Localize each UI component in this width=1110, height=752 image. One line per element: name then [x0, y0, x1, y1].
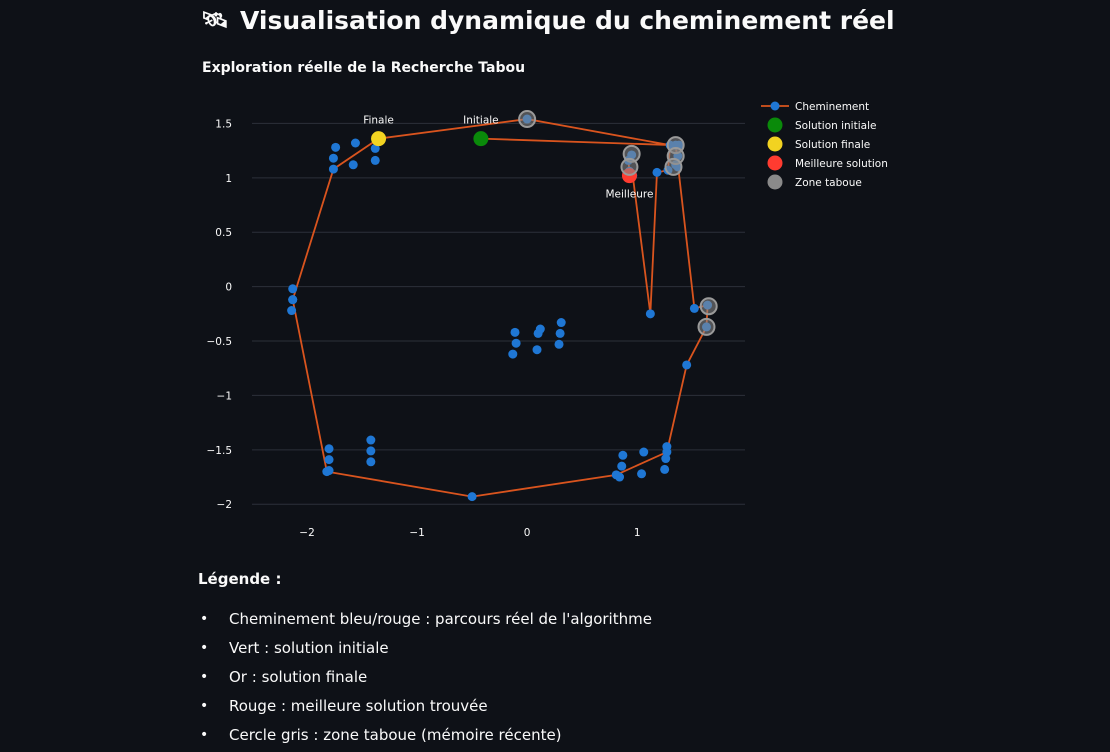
path-point — [555, 328, 565, 338]
legend-item: • Vert : solution initiale — [200, 638, 389, 657]
tabu-point — [664, 157, 683, 176]
path-point — [660, 464, 670, 474]
path-point — [467, 492, 477, 502]
legend-item: • Cercle gris : zone taboue (mémoire réce… — [200, 725, 562, 744]
final-solution-point — [371, 131, 387, 147]
page-title-text: Visualisation dynamique du cheminement r… — [240, 5, 895, 35]
y-tick-label: −2 — [217, 499, 232, 511]
path-point — [639, 447, 649, 457]
path-point — [331, 142, 341, 152]
y-tick-label: 1 — [225, 173, 232, 185]
y-tick-label: 1.5 — [215, 118, 232, 130]
path-point — [288, 295, 298, 305]
legend-entry-label: Solution finale — [795, 139, 870, 151]
x-tick-label: 0 — [524, 527, 531, 539]
satellite-icon: 🛰 — [201, 7, 229, 33]
path-point — [689, 303, 699, 313]
legend-swatch-marker — [767, 155, 783, 171]
tabu-point — [518, 110, 537, 129]
y-tick-label: −1 — [217, 390, 232, 402]
path-point — [662, 442, 672, 452]
path-point — [370, 155, 380, 165]
initial-label: Initiale — [463, 115, 499, 127]
final-label: Finale — [363, 115, 394, 127]
best-label: Meilleure — [605, 189, 653, 201]
chart-title: Exploration réelle de la Recherche Tabou — [202, 60, 525, 76]
legend-swatch-marker — [767, 174, 783, 190]
path-point — [324, 455, 334, 465]
tabu-point — [620, 157, 639, 176]
y-tick-label: −1.5 — [207, 445, 233, 457]
legend-list: • Cheminement bleu/rouge : parcours réel … — [198, 604, 652, 749]
legend-entry-label: Cheminement — [795, 101, 869, 113]
path-point — [618, 450, 628, 460]
path-point — [328, 153, 338, 163]
x-tick-label: −1 — [409, 527, 424, 539]
path-point — [661, 454, 671, 464]
initial-solution-point — [473, 131, 489, 147]
path-point — [370, 143, 380, 153]
path-point — [366, 457, 376, 467]
path-point — [554, 339, 564, 349]
path-point — [510, 327, 520, 337]
page-title: 🛰 Visualisation dynamique du cheminement… — [200, 2, 895, 38]
legend-swatch-marker — [767, 117, 783, 133]
path-point — [652, 167, 662, 177]
path-point — [288, 284, 298, 294]
legend-entry-label: Zone taboue — [795, 177, 862, 189]
path-point — [533, 328, 543, 338]
legend-swatch-marker — [767, 136, 783, 152]
legend-item: • Or : solution finale — [200, 667, 368, 686]
legend-heading: Légende : — [198, 570, 282, 588]
path-point — [511, 338, 521, 348]
path-point — [682, 360, 692, 370]
legend-swatch-marker — [770, 101, 780, 111]
legend-entry-label: Solution initiale — [795, 120, 876, 132]
path-line — [291, 118, 709, 498]
path-point — [366, 446, 376, 456]
path-point — [350, 138, 360, 148]
path-point — [645, 309, 655, 319]
x-tick-label: −2 — [299, 527, 314, 539]
path-point — [637, 469, 647, 479]
y-tick-label: 0.5 — [215, 227, 232, 239]
path-point — [328, 164, 338, 174]
path-point — [532, 345, 542, 355]
path-point — [324, 444, 334, 454]
path-point — [615, 472, 625, 482]
path-point — [366, 435, 376, 445]
tabu-point — [699, 297, 718, 316]
path-point — [617, 461, 627, 471]
tabu-search-chart[interactable]: Exploration réelle de la Recherche Tabou… — [0, 50, 1110, 550]
x-tick-label: 1 — [634, 527, 641, 539]
path-point — [324, 466, 334, 476]
path-point — [287, 306, 297, 316]
path-point — [508, 349, 518, 359]
legend-item: • Cheminement bleu/rouge : parcours réel … — [200, 609, 652, 628]
path-point — [348, 160, 358, 170]
y-tick-label: −0.5 — [207, 336, 233, 348]
path-point — [556, 318, 566, 328]
legend-entry-label: Meilleure solution — [795, 158, 888, 170]
y-tick-label: 0 — [225, 282, 232, 294]
tabu-point — [697, 317, 716, 336]
legend-item: • Rouge : meilleure solution trouvée — [200, 696, 488, 715]
